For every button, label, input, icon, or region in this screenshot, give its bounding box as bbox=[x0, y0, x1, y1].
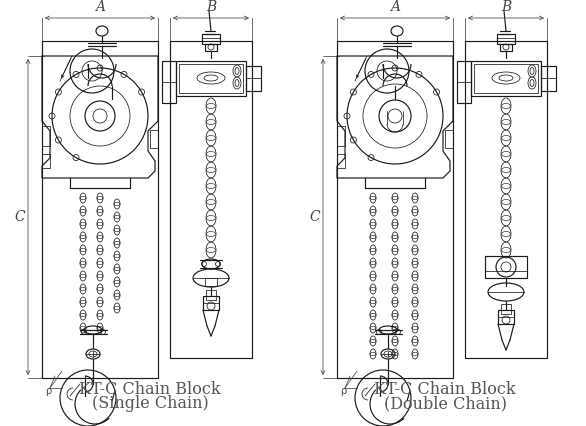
Bar bbox=[497, 34, 515, 44]
Bar bbox=[170, 41, 252, 358]
Text: (Double Chain): (Double Chain) bbox=[383, 395, 506, 412]
Text: B: B bbox=[206, 0, 216, 14]
Bar bbox=[337, 126, 345, 146]
Text: ρ: ρ bbox=[340, 386, 346, 396]
Text: B: B bbox=[501, 0, 511, 14]
Bar bbox=[246, 66, 261, 91]
Bar bbox=[337, 154, 345, 168]
Bar bbox=[176, 61, 246, 96]
Bar bbox=[42, 41, 158, 378]
Bar bbox=[498, 310, 514, 324]
Text: A: A bbox=[390, 0, 400, 14]
Bar bbox=[474, 64, 538, 93]
Bar bbox=[501, 304, 511, 314]
Text: (Single Chain): (Single Chain) bbox=[91, 395, 209, 412]
Bar bbox=[150, 130, 158, 148]
Bar bbox=[205, 278, 217, 286]
Text: KT-C Chain Block: KT-C Chain Block bbox=[79, 382, 221, 398]
Bar bbox=[465, 41, 547, 358]
Bar bbox=[162, 61, 176, 103]
Text: C: C bbox=[15, 210, 25, 224]
Bar bbox=[500, 44, 512, 51]
Bar bbox=[471, 61, 541, 96]
Text: C: C bbox=[309, 210, 321, 224]
Bar bbox=[205, 44, 217, 51]
Bar bbox=[206, 290, 216, 300]
Bar bbox=[485, 256, 527, 278]
Bar bbox=[42, 154, 50, 168]
Bar bbox=[337, 41, 453, 378]
Bar bbox=[457, 61, 471, 103]
Bar bbox=[541, 66, 556, 91]
Bar bbox=[203, 296, 219, 310]
Bar bbox=[445, 130, 453, 148]
Text: KT-C Chain Block: KT-C Chain Block bbox=[374, 382, 516, 398]
Bar bbox=[42, 126, 50, 146]
Bar bbox=[179, 64, 243, 93]
Text: A: A bbox=[95, 0, 105, 14]
Bar bbox=[202, 34, 220, 44]
Text: ρ: ρ bbox=[45, 386, 51, 396]
